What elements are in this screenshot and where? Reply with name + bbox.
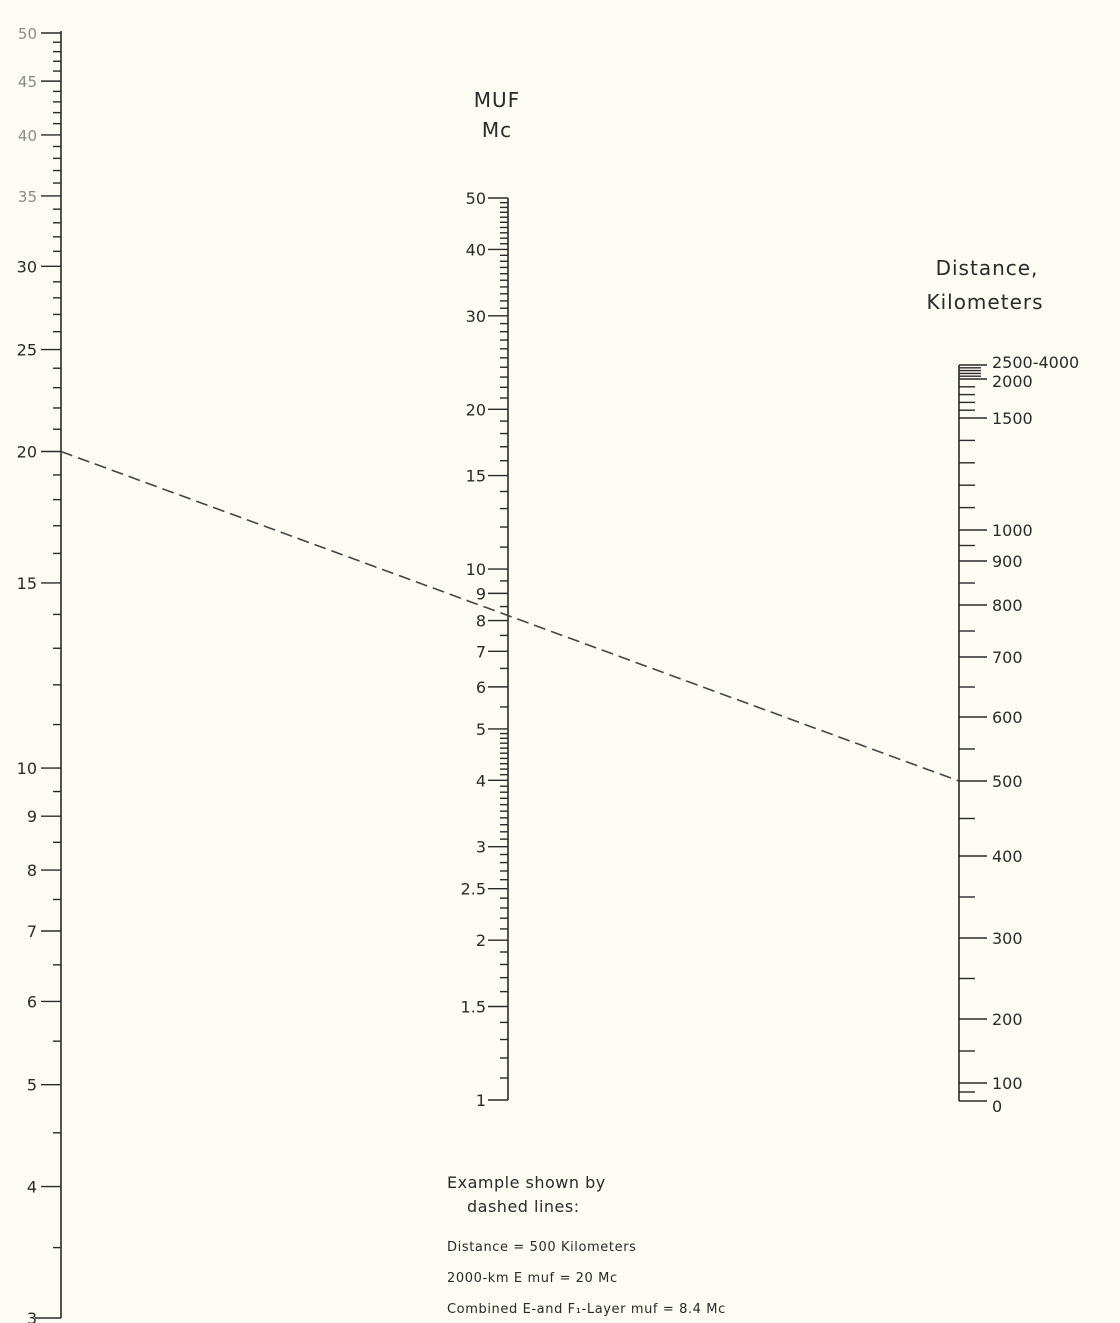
example-dashed-line [60,450,960,782]
left-tick-label: 20 [17,443,37,462]
left-tick-label: 7 [27,922,37,941]
muf-unit: Mc [482,118,512,142]
example-e-muf: 2000-km E muf = 20 Mc [447,1271,618,1286]
example-heading: Example shown by [447,1173,606,1192]
left-tick-label: 40 [18,127,37,145]
left-tick-label: 30 [17,257,37,276]
left-tick-label: 25 [17,341,37,360]
left-tick-label: 9 [27,807,37,826]
middle-tick-label: 7 [476,642,486,661]
right-tick-label: 1000 [992,521,1033,540]
distance-unit: Kilometers [926,290,1043,314]
left-tick-label: 5 [27,1076,37,1095]
left-e-muf-scale: 50 45 40 35 30 25 20 15 10 9 8 7 6 5 4 3 [17,25,62,1323]
middle-tick-label: 5 [476,720,486,739]
right-tick-label: 800 [992,596,1023,615]
left-tick-label: 4 [27,1178,37,1197]
left-tick-label: 3 [27,1309,37,1323]
muf-title: MUF [474,88,520,112]
left-tick-label: 10 [17,759,37,778]
middle-tick-label: 9 [476,584,486,603]
right-tick-label: 200 [992,1010,1023,1029]
middle-tick-label: 4 [476,771,486,790]
right-tick-label: 300 [992,929,1023,948]
distance-title: Distance, [936,256,1039,280]
right-tick-label: 600 [992,708,1023,727]
middle-tick-label: 40 [466,240,486,259]
right-tick-label: 100 [992,1074,1023,1093]
example-distance: Distance = 500 Kilometers [447,1240,637,1255]
right-tick-label: 1500 [992,409,1033,428]
left-tick-label: 6 [27,992,37,1011]
right-tick-label: 700 [992,648,1023,667]
middle-tick-label: 2 [476,931,486,950]
right-tick-label: 400 [992,847,1023,866]
right-tick-label: 900 [992,552,1023,571]
middle-tick-label: 6 [476,678,486,697]
right-distance-scale: 2500-40002000150010009008007006005004003… [958,353,1079,1116]
left-tick-label: 50 [18,25,37,43]
right-tick-label: 2500-4000 [992,353,1079,372]
middle-tick-label: 30 [466,307,486,326]
left-tick-label: 45 [18,73,37,91]
example-dashed-line-segment [60,450,960,782]
middle-tick-label: 20 [466,400,486,419]
left-tick-label: 35 [18,188,37,206]
middle-tick-label: 3 [476,838,486,857]
middle-tick-label: 2.5 [461,880,486,899]
right-tick-label: 0 [992,1097,1002,1116]
example-combined-muf: Combined E-and F₁-Layer muf = 8.4 Mc [447,1302,726,1317]
left-tick-label: 15 [17,574,37,593]
middle-tick-label: 8 [476,612,486,631]
middle-tick-label: 1.5 [461,998,486,1017]
middle-muf-scale: 50 40 30 20 15 10 9 8 7 6 5 4 3 2.5 2 1.5 1 [461,189,509,1110]
example-heading-2: dashed lines: [467,1197,580,1216]
middle-tick-label: 1 [476,1091,486,1110]
right-tick-label: 500 [992,772,1023,791]
left-tick-label: 8 [27,861,37,880]
right-tick-label: 2000 [992,372,1033,391]
middle-tick-label: 15 [466,467,486,486]
middle-tick-label: 10 [466,560,486,579]
middle-tick-label: 50 [466,189,486,208]
